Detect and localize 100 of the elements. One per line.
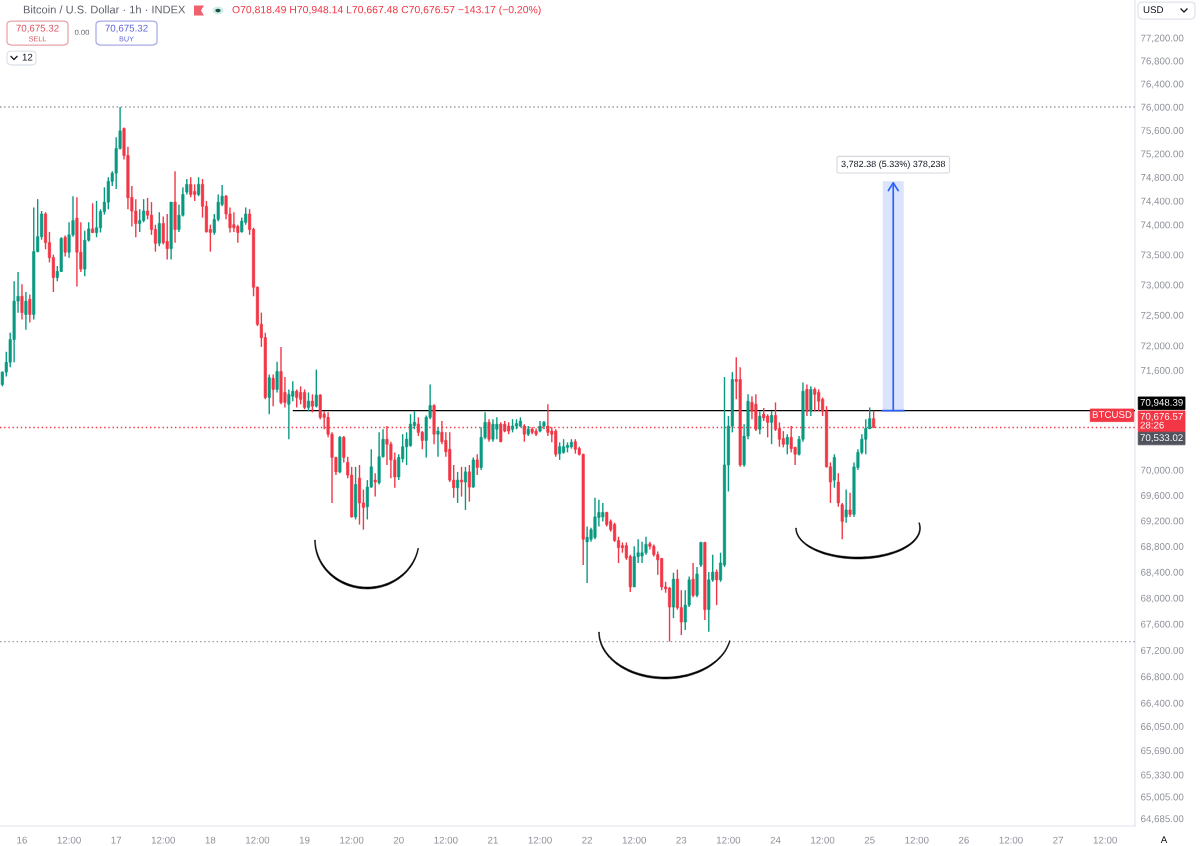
x-tick-label: 12:00 bbox=[528, 836, 552, 844]
candlestick bbox=[267, 373, 271, 415]
candlestick bbox=[20, 283, 24, 321]
x-tick-label: 19 bbox=[299, 836, 310, 844]
y-tick-label: 67,200.00 bbox=[1141, 646, 1184, 655]
y-tick-label: 68,000.00 bbox=[1141, 594, 1184, 603]
candlestick bbox=[766, 413, 770, 439]
candlestick bbox=[699, 541, 703, 568]
x-tick-label: 24 bbox=[770, 836, 781, 844]
candlestick bbox=[63, 234, 67, 258]
candlestick bbox=[593, 497, 597, 540]
y-tick-label: 73,000.00 bbox=[1141, 281, 1184, 290]
y-tick-label: 73,500.00 bbox=[1141, 251, 1184, 260]
annotation: 12 bbox=[22, 53, 33, 61]
candlestick bbox=[157, 211, 161, 247]
candlestick bbox=[314, 368, 318, 409]
text: 70,533.02 bbox=[1140, 434, 1183, 443]
candlestick bbox=[95, 200, 99, 238]
candlestick bbox=[813, 386, 817, 412]
y-tick-label: 65,330.00 bbox=[1141, 771, 1184, 780]
y-tick-label: 70,000.00 bbox=[1141, 466, 1184, 475]
x-tick-label: 12:00 bbox=[340, 836, 364, 844]
candlestick bbox=[585, 525, 589, 584]
candlestick bbox=[864, 418, 868, 455]
y-tick-label: 75,600.00 bbox=[1141, 127, 1184, 136]
candlestick bbox=[601, 502, 605, 523]
candlestick bbox=[24, 291, 28, 331]
x-tick-label: 26 bbox=[958, 836, 969, 844]
y-tick-label: 75,200.00 bbox=[1141, 150, 1184, 159]
x-tick-label: 12:00 bbox=[811, 836, 835, 844]
candlestick bbox=[809, 385, 813, 417]
ref-line-label: 70,676.57 28:26 bbox=[1140, 412, 1183, 429]
y-tick-label: 66,400.00 bbox=[1141, 699, 1184, 708]
candlestick bbox=[805, 383, 809, 417]
candlestick bbox=[695, 566, 699, 598]
x-tick-label: 23 bbox=[676, 836, 687, 844]
candlestick bbox=[408, 413, 413, 448]
candlestick bbox=[91, 202, 95, 234]
candlestick bbox=[668, 586, 672, 643]
y-tick-label: 68,400.00 bbox=[1141, 568, 1184, 577]
candlestick bbox=[456, 471, 460, 504]
chart-title: Bitcoin / U.S. Dollar · 1h · INDEX bbox=[23, 5, 186, 14]
x-tick-label: 16 bbox=[17, 836, 27, 844]
candlestick bbox=[832, 453, 836, 489]
y-tick-label: 77,200.00 bbox=[1141, 34, 1184, 43]
candlestick bbox=[303, 388, 307, 410]
x-tick-label: 17 bbox=[111, 836, 122, 844]
x-tick-label: 22 bbox=[582, 836, 593, 844]
y-tick-label: 64,685.00 bbox=[1141, 815, 1184, 824]
y-tick-label: 76,000.00 bbox=[1141, 103, 1184, 112]
x-tick-label: 12:00 bbox=[434, 836, 458, 844]
candlestick bbox=[189, 176, 193, 199]
candlestick bbox=[758, 410, 762, 435]
x-tick-label: 12:00 bbox=[905, 836, 929, 844]
candlestick bbox=[28, 293, 32, 324]
x-tick-label: 12:00 bbox=[999, 836, 1023, 844]
candlestick bbox=[475, 453, 479, 476]
y-tick-label: 66,050.00 bbox=[1141, 723, 1184, 732]
x-tick-label: 21 bbox=[488, 836, 498, 844]
x-tick-label: 12:00 bbox=[716, 836, 741, 844]
candlestick bbox=[197, 176, 201, 197]
y-tick-label: 74,400.00 bbox=[1141, 197, 1184, 206]
y-tick-label: 67,600.00 bbox=[1141, 620, 1184, 629]
y-tick-label: 71,600.00 bbox=[1141, 366, 1184, 376]
x-tick-label: 12:00 bbox=[622, 836, 646, 844]
y-tick-label: 68,800.00 bbox=[1141, 543, 1184, 552]
data-label: 70,948.39 bbox=[1140, 398, 1183, 407]
x-tick-label: 18 bbox=[205, 836, 216, 844]
candlestick bbox=[848, 492, 852, 518]
candlestick bbox=[491, 418, 495, 443]
data-label: 3,782.38 (5.33%) 378,238 bbox=[841, 160, 946, 169]
candlestick bbox=[460, 466, 464, 498]
x-tick-label: 27 bbox=[1053, 836, 1063, 844]
y-tick-label: 66,800.00 bbox=[1141, 673, 1184, 682]
x-tick-label: 12:00 bbox=[57, 836, 81, 844]
y-tick-label: 65,005.00 bbox=[1141, 793, 1184, 802]
y-tick-label: 69,200.00 bbox=[1141, 517, 1184, 526]
candlestick bbox=[275, 360, 279, 394]
y-tick-label: 74,800.00 bbox=[1141, 173, 1184, 183]
candlestick bbox=[691, 562, 695, 598]
candlestick bbox=[436, 426, 440, 458]
candlestick bbox=[770, 410, 774, 445]
y-tick-label: 72,000.00 bbox=[1141, 342, 1184, 351]
y-tick-label: 69,600.00 bbox=[1141, 492, 1184, 501]
candlestick bbox=[373, 472, 377, 498]
x-tick-label: 12:00 bbox=[246, 836, 270, 844]
candlestick bbox=[817, 388, 821, 412]
candlestick bbox=[271, 373, 275, 407]
y-tick-label: 72,500.00 bbox=[1141, 311, 1184, 320]
text: USD bbox=[1143, 6, 1164, 14]
candlestick bbox=[310, 393, 314, 414]
annotation: O70,818.49 H70,948.14 L70,667.48 C70,676.57 −143.17 (−0.20%) bbox=[232, 5, 541, 16]
candlestick bbox=[165, 213, 169, 261]
candlestick bbox=[487, 418, 491, 443]
x-tick-label: 12:00 bbox=[151, 836, 176, 844]
text: A bbox=[1160, 836, 1168, 844]
candlestick bbox=[715, 568, 719, 606]
candlestick bbox=[463, 466, 467, 511]
annotation: BTCUSD bbox=[1092, 411, 1132, 418]
x-tick-label: 12:00 bbox=[1093, 836, 1117, 844]
